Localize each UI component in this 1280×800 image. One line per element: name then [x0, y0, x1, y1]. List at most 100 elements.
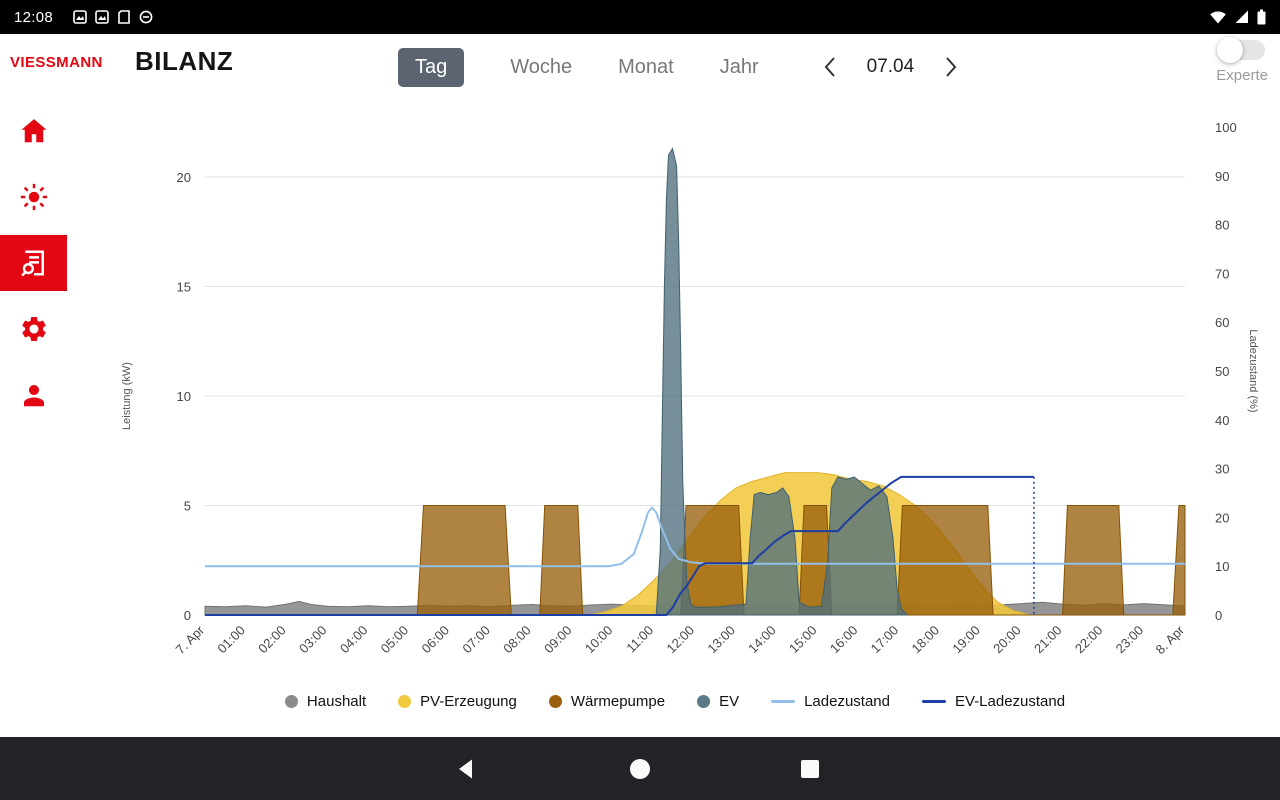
legend-item-EV[interactable]: EV: [697, 693, 739, 710]
x-tick: 03:00: [296, 623, 330, 657]
legend-line-icon: [921, 700, 946, 703]
x-tick: 19:00: [949, 623, 983, 657]
x-tick: 11:00: [623, 623, 656, 656]
dnd-icon: [139, 10, 153, 24]
legend-item-EV-Ladezustand[interactable]: EV-Ladezustand: [921, 693, 1066, 710]
y-left-tick: 10: [177, 389, 191, 404]
series-EV: [655, 147, 909, 616]
next-day-button[interactable]: [944, 55, 958, 79]
wifi-icon: [1210, 11, 1226, 24]
y-right-tick: 90: [1215, 169, 1229, 184]
sd-card-icon: [118, 10, 130, 24]
legend-item-Haushalt[interactable]: Haushalt: [284, 693, 367, 710]
expert-mode-control: Experte: [1216, 37, 1268, 84]
tab-monat[interactable]: Monat: [618, 55, 674, 78]
x-tick: 08:00: [500, 623, 534, 657]
recents-icon[interactable]: [798, 757, 822, 781]
current-date: 07.04: [866, 56, 915, 77]
x-tick: 17:00: [868, 623, 902, 657]
sidebar-item-balance[interactable]: [0, 235, 67, 291]
x-tick: 13:00: [704, 623, 738, 657]
x-tick: 05:00: [378, 623, 412, 657]
screenshot-icon: [95, 10, 109, 24]
tab-jahr[interactable]: Jahr: [719, 55, 759, 78]
x-tick: 14:00: [745, 623, 779, 657]
signal-icon: [1235, 10, 1248, 23]
y-right-tick: 70: [1215, 266, 1229, 281]
series-Wärmepumpe: [416, 505, 1186, 616]
tab-tag[interactable]: Tag: [398, 47, 465, 87]
x-tick: 20:00: [990, 623, 1024, 657]
previous-day-button[interactable]: [823, 55, 837, 79]
status-bar: 12:08: [0, 0, 1280, 34]
android-nav-bar: [0, 737, 1280, 800]
home-icon: [21, 119, 46, 143]
legend-item-Ladezustand[interactable]: Ladezustand: [771, 693, 890, 710]
expert-toggle[interactable]: [1217, 37, 1266, 63]
legend-line-icon: [771, 700, 796, 703]
y-right-tick: 100: [1215, 120, 1237, 135]
energy-balance-chart: 0 5 10 15 20 0 10 20 30 40 50 60 70 80 90 100 7. Apr 01:0…: [121, 120, 1259, 657]
x-tick: 06:00: [419, 623, 453, 657]
legend-label: PV-Erzeugung: [420, 693, 517, 710]
viessmann-logo: VIESSMANN: [10, 54, 103, 71]
legend-label: EV: [719, 693, 740, 710]
y-left-tick: 15: [177, 280, 191, 295]
legend-item-Wärmepumpe[interactable]: Wärmepumpe: [548, 693, 666, 710]
clock: 12:08: [14, 8, 54, 26]
notification-icons: [73, 10, 153, 24]
legend-label: Ladezustand: [804, 693, 890, 710]
x-tick: 12:00: [664, 623, 698, 657]
x-tick: 21:00: [1031, 623, 1065, 657]
legend-dot-icon: [398, 695, 412, 708]
report-search-icon: [20, 250, 44, 277]
app-header: VIESSMANN BILANZ Tag Woche Monat Jahr 07…: [0, 34, 1280, 100]
sidebar: [0, 103, 67, 737]
x-tick: 22:00: [1072, 623, 1106, 657]
system-status-icons: [1209, 9, 1266, 25]
screenshot-icon: [73, 10, 87, 24]
chevron-right-icon: [946, 57, 957, 77]
x-tick: 01:00: [214, 623, 248, 657]
series-Ladezustand: [205, 506, 1185, 568]
chevron-left-icon: [824, 57, 835, 77]
sidebar-item-home[interactable]: [0, 103, 67, 159]
y-right-tick: 10: [1215, 559, 1229, 574]
y-left-tick: 20: [177, 170, 191, 185]
x-tick: 16:00: [827, 623, 861, 657]
sidebar-item-energy[interactable]: [0, 169, 67, 225]
y-right-tick: 30: [1215, 462, 1229, 477]
legend-dot-icon: [697, 695, 711, 708]
x-tick: 8. Apr: [1152, 622, 1187, 657]
y-right-tick: 80: [1215, 218, 1229, 233]
legend-label: Wärmepumpe: [570, 693, 666, 710]
legend-item-PV-Erzeugung[interactable]: PV-Erzeugung: [398, 693, 517, 710]
y-right-axis-title: Ladezustand (%): [1247, 329, 1259, 412]
expert-toggle-label: Experte: [1216, 67, 1268, 84]
x-tick: 07:00: [459, 623, 493, 657]
x-tick: 15:00: [786, 623, 820, 657]
toggle-knob: [1217, 37, 1244, 63]
back-icon[interactable]: [455, 757, 479, 781]
x-tick: 23:00: [1113, 623, 1147, 657]
legend-label: Haushalt: [306, 693, 367, 710]
sidebar-item-profile[interactable]: [0, 367, 67, 423]
sidebar-item-settings[interactable]: [0, 301, 67, 357]
home-circle-icon[interactable]: [628, 757, 652, 781]
x-tick: 10:00: [582, 623, 616, 657]
battery-icon: [1257, 9, 1266, 25]
gear-icon: [21, 317, 46, 341]
legend-dot-icon: [548, 695, 562, 708]
y-right-tick: 60: [1215, 315, 1229, 330]
x-tick: 04:00: [337, 623, 371, 657]
y-right-tick: 20: [1215, 510, 1229, 525]
period-tabs: Tag Woche Monat Jahr 07.04: [398, 44, 958, 90]
x-tick: 02:00: [255, 623, 289, 657]
series-EV-Ladezustand: [205, 475, 1034, 616]
y-left-tick: 5: [184, 499, 191, 514]
legend-label: EV-Ladezustand: [954, 693, 1066, 710]
tab-woche[interactable]: Woche: [510, 55, 573, 78]
page-title: BILANZ: [135, 46, 234, 76]
y-left-tick: 0: [184, 608, 191, 623]
chart-legend: Haushalt PV-Erzeugung Wärmepumpe EV Ladezust…: [140, 693, 1210, 710]
